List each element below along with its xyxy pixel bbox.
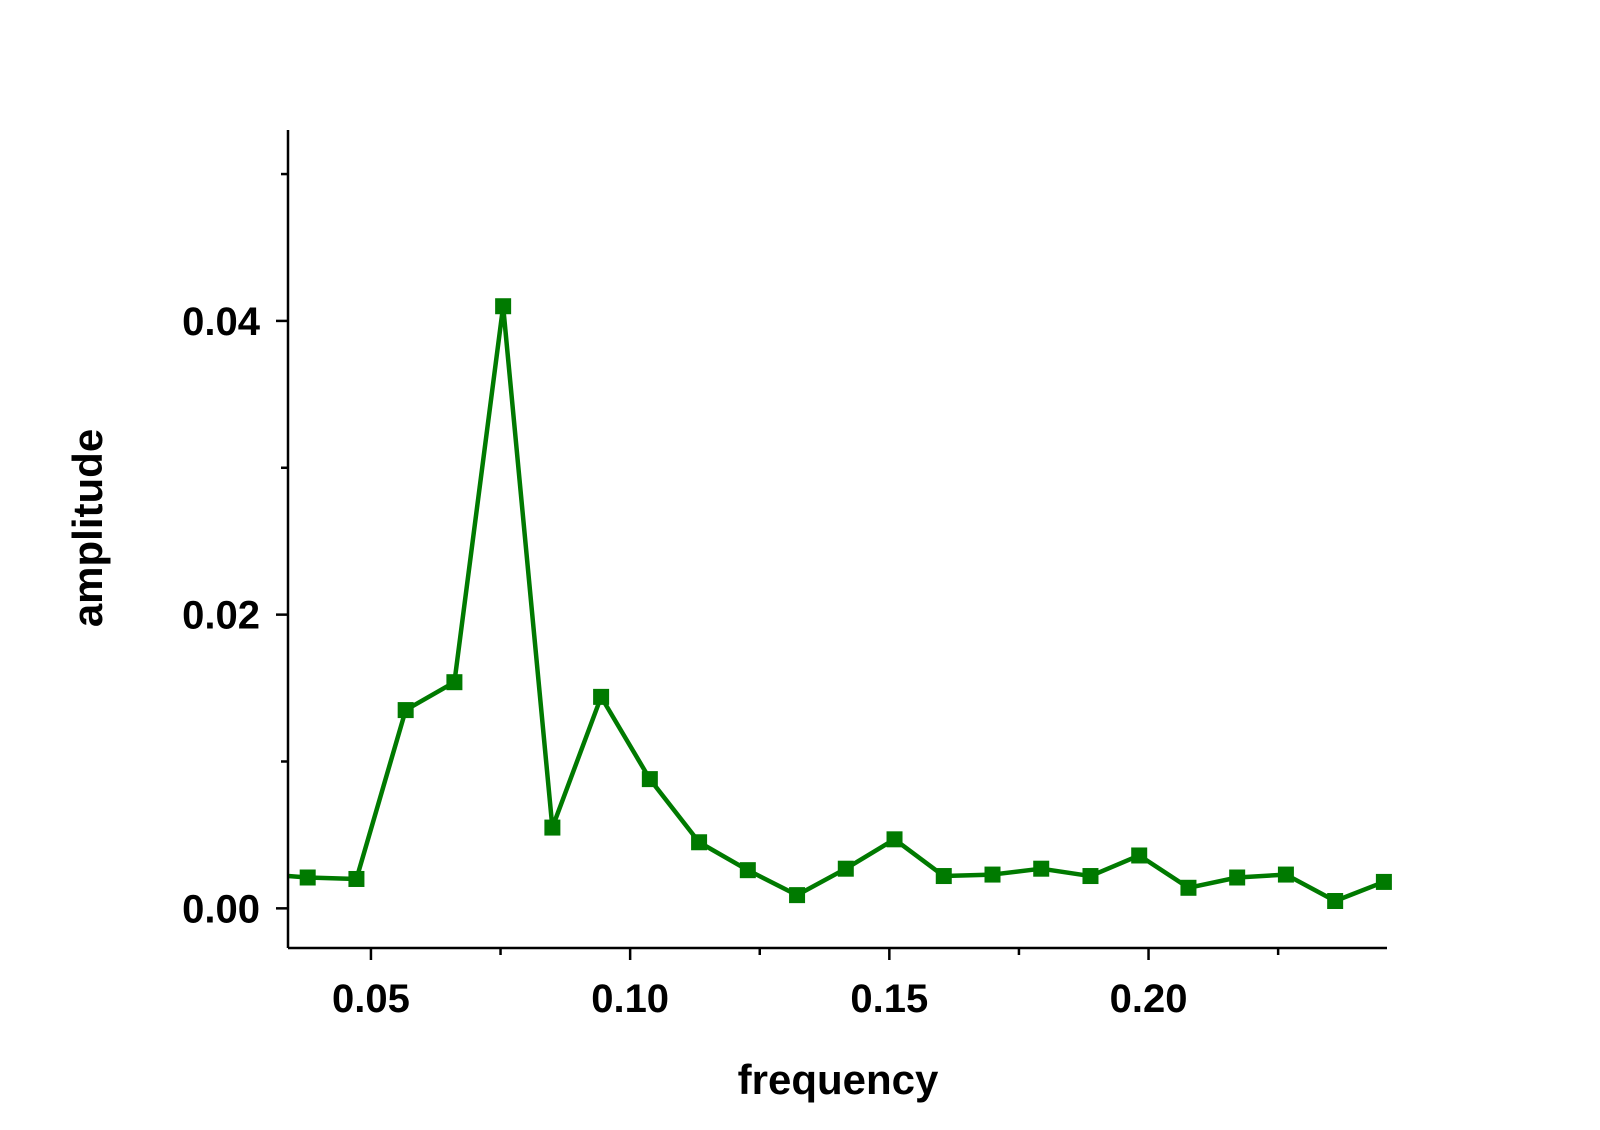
y-tick-label: 0.02 — [182, 594, 260, 638]
data-point — [446, 674, 463, 691]
data-point — [299, 869, 316, 886]
y-tick-label: 0.04 — [182, 300, 261, 344]
data-point — [1327, 893, 1344, 910]
data-point — [739, 862, 756, 879]
data-point — [1277, 866, 1294, 883]
data-point — [641, 771, 658, 788]
data-point — [984, 866, 1001, 883]
series-line — [307, 303, 1385, 904]
data-point — [544, 819, 561, 836]
data-point — [1131, 847, 1148, 864]
data-point — [935, 868, 952, 885]
data-point — [1229, 869, 1246, 886]
data-point — [1082, 868, 1099, 885]
plot-area — [288, 298, 1392, 910]
data-point — [837, 860, 854, 877]
data-point — [789, 887, 806, 904]
data-point — [495, 298, 512, 315]
y-tick-label: 0.00 — [182, 887, 260, 931]
x-tick-label: 0.10 — [591, 977, 669, 1021]
axes — [286, 130, 1387, 950]
data-point — [348, 870, 365, 887]
x-axis-title: frequency — [738, 1056, 939, 1103]
data-point — [1033, 860, 1050, 877]
data-point — [397, 702, 414, 719]
data-point — [593, 688, 610, 705]
x-tick-label: 0.05 — [332, 977, 410, 1021]
series-0 — [288, 298, 1392, 910]
data-point — [1375, 873, 1392, 890]
y-axis-title: amplitude — [64, 429, 111, 627]
data-point — [691, 834, 708, 851]
x-tick-label: 0.15 — [850, 977, 928, 1021]
x-tick-label: 0.20 — [1110, 977, 1188, 1021]
data-point — [886, 831, 903, 848]
ticks: 0.05 0.10 0.15 0.20 0.00 0.02 0.04 — [182, 172, 1280, 1021]
data-point — [1180, 879, 1197, 896]
